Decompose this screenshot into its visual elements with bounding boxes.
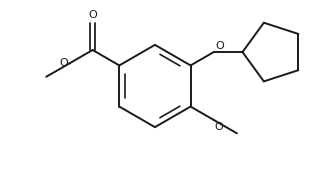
Text: O: O: [60, 58, 68, 68]
Text: O: O: [88, 10, 97, 20]
Text: O: O: [216, 41, 225, 51]
Text: O: O: [215, 122, 224, 132]
